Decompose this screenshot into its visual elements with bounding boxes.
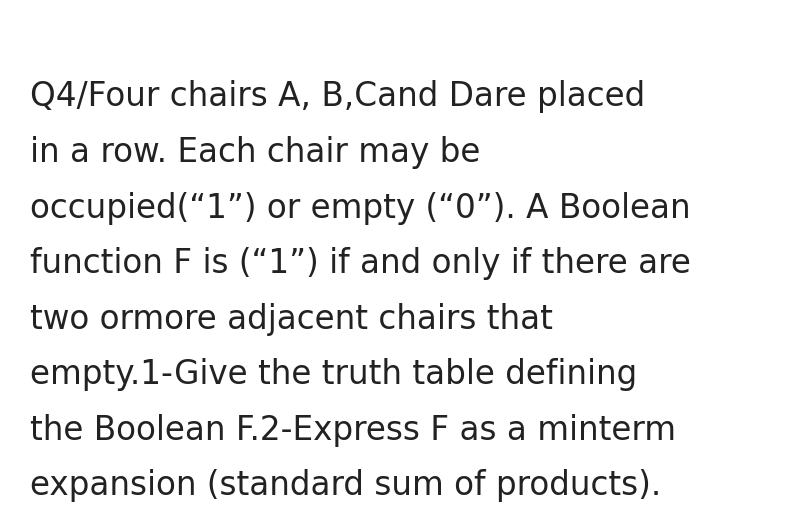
Text: the Boolean F.2-Express F as a minterm: the Boolean F.2-Express F as a minterm xyxy=(30,414,677,447)
Text: empty.1-Give the truth table defining: empty.1-Give the truth table defining xyxy=(30,358,638,391)
Text: function F is (“1”) if and only if there are: function F is (“1”) if and only if there… xyxy=(30,247,691,280)
Text: occupied(“1”) or empty (“0”). A Boolean: occupied(“1”) or empty (“0”). A Boolean xyxy=(30,192,691,225)
Text: two ormore adjacent chairs that: two ormore adjacent chairs that xyxy=(30,303,554,336)
Text: expansion (standard sum of products).: expansion (standard sum of products). xyxy=(30,469,662,502)
Text: Q4/Four chairs A, B,Cand Dare placed: Q4/Four chairs A, B,Cand Dare placed xyxy=(30,80,646,114)
Text: in a row. Each chair may be: in a row. Each chair may be xyxy=(30,136,481,169)
